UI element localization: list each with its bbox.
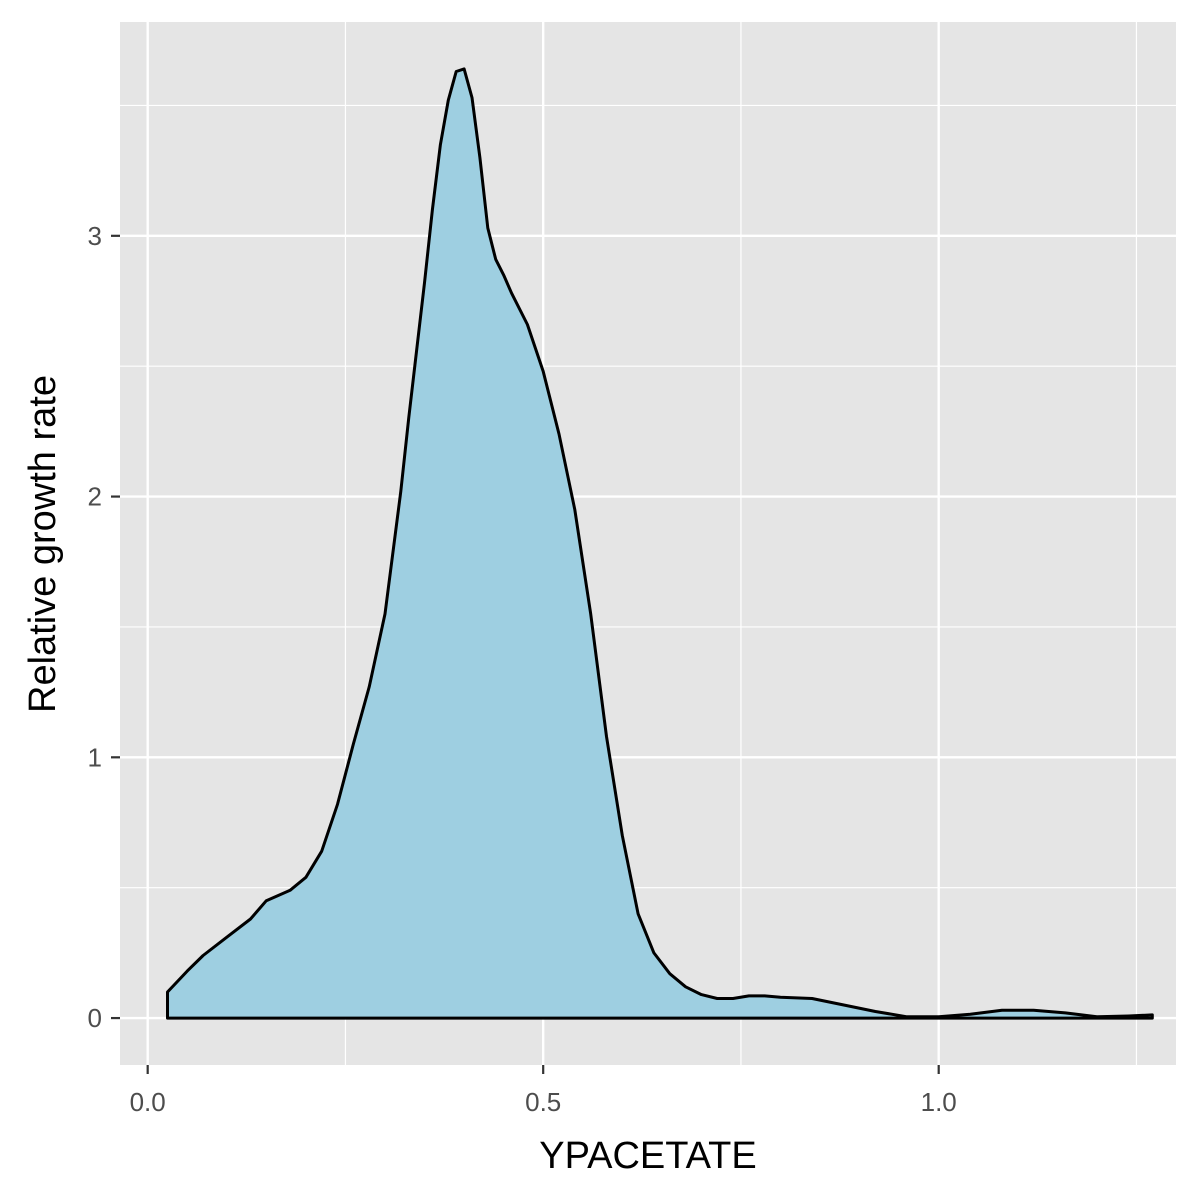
y-tick-label: 3	[88, 221, 102, 251]
y-axis: 0 1 2 3	[88, 221, 120, 1033]
x-tick-label: 0.0	[130, 1087, 166, 1117]
x-axis-title: YPACETATE	[539, 1135, 756, 1177]
x-tick-label: 1.0	[921, 1087, 957, 1117]
x-axis: 0.0 0.5 1.0	[130, 1065, 957, 1117]
y-tick-label: 1	[88, 742, 102, 772]
x-tick-label: 0.5	[525, 1087, 561, 1117]
y-tick-label: 0	[88, 1003, 102, 1033]
y-axis-title: Relative growth rate	[22, 375, 64, 713]
y-tick-label: 2	[88, 482, 102, 512]
density-area	[166, 67, 1154, 1020]
